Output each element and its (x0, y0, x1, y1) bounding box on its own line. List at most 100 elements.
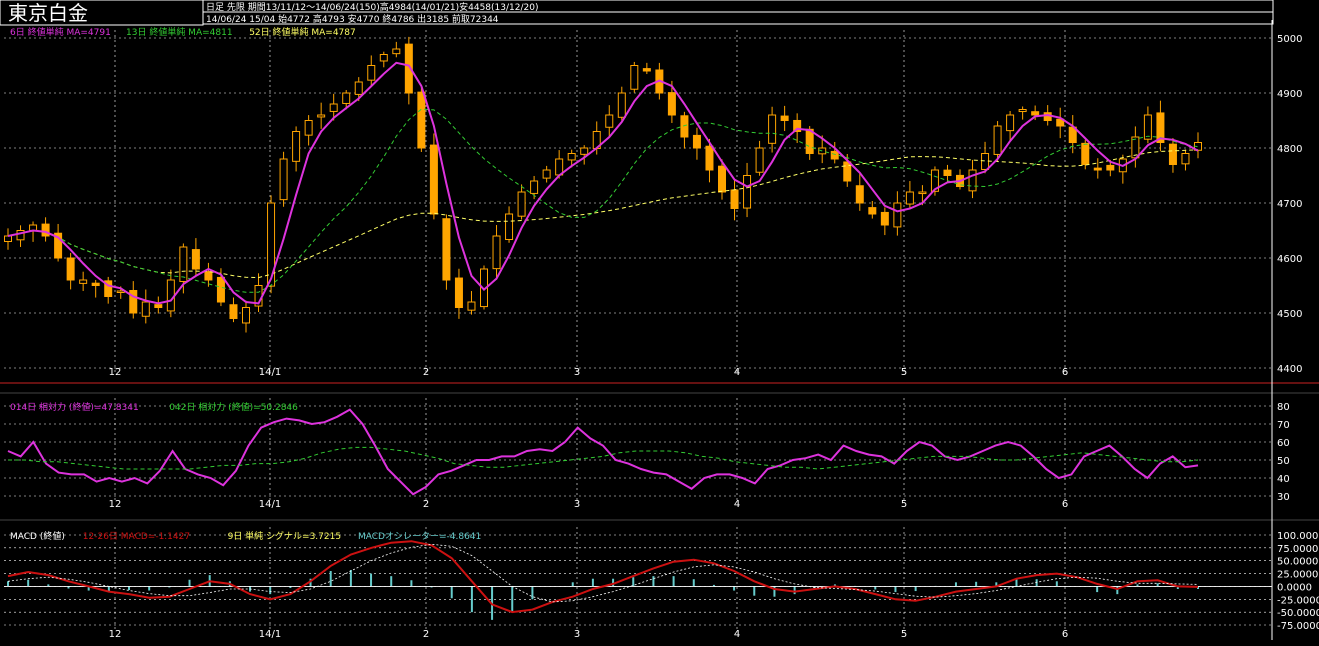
candle-body (1081, 142, 1090, 166)
x-tick-label: 4 (734, 499, 740, 510)
macd-line (7, 540, 1199, 614)
candle-body (66, 257, 75, 281)
candle-body (542, 169, 551, 179)
candle-body (417, 91, 426, 149)
price-panel (4, 36, 1202, 333)
candle-body (730, 189, 739, 210)
candle-body (41, 223, 50, 237)
candle-body (216, 276, 225, 303)
rsi-panel (7, 408, 1199, 496)
candle-body (1006, 114, 1015, 132)
candle-body (617, 92, 626, 118)
candle-body (805, 128, 814, 154)
candle-body (968, 169, 977, 192)
candle-body (905, 191, 914, 205)
legend-entry: 13日 終値単純 MA=4811 (126, 26, 233, 38)
candle-body (517, 191, 526, 217)
legend-entry: 12-26日 MACD=-1.1427 (83, 531, 190, 542)
y-tick-label: -75.0000 (1277, 621, 1319, 632)
candle-body (705, 145, 714, 171)
candle-body (79, 279, 88, 284)
candle-body (492, 235, 501, 270)
legend-entry: MACDオシレーター=-4.8641 (358, 531, 481, 542)
y-tick-label: 60 (1277, 438, 1290, 449)
candle-body (91, 282, 100, 287)
legend-entry: 52日 終値単純 MA=4787 (249, 26, 356, 38)
legend-entry: MACD (終値) (10, 530, 65, 542)
x-tick-label: 14/1 (259, 499, 281, 510)
legend-entry: 6日 終値単純 MA=4791 (10, 26, 111, 38)
x-tick-label: 3 (574, 629, 580, 640)
x-tick-label: 2 (423, 499, 429, 510)
candle-body (830, 150, 839, 160)
y-tick-label: 25.0000 (1277, 570, 1318, 581)
y-tick-label: -50.0000 (1277, 608, 1319, 619)
candle-body (166, 279, 175, 312)
candle-body (743, 175, 752, 209)
candle-body (642, 68, 651, 72)
x-tick-label: 14/1 (259, 367, 281, 378)
candle-body (993, 125, 1002, 155)
candle-body (880, 211, 889, 226)
candle-body (204, 271, 213, 281)
y-tick-label: 30 (1277, 492, 1290, 503)
candle-body (1043, 112, 1052, 122)
candle-body (429, 144, 438, 215)
candle-body (1056, 118, 1065, 127)
candle-body (154, 304, 163, 308)
candle-body (342, 92, 351, 104)
y-tick-label: 70 (1277, 420, 1290, 431)
candle-body (855, 185, 864, 204)
y-tick-label: 4900 (1277, 89, 1302, 100)
candle-body (692, 134, 701, 149)
y-tick-label: 75.0000 (1277, 544, 1318, 555)
y-tick-label: 40 (1277, 474, 1290, 485)
candle-body (780, 115, 789, 122)
candle-body (605, 114, 614, 128)
candle-body (292, 131, 301, 162)
candle-body (16, 230, 25, 241)
x-tick-label: 3 (574, 367, 580, 378)
legends: 6日 終値単純 MA=4791 13日 終値単純 MA=4811 52日 終値単純 … (10, 26, 481, 542)
x-tick-label: 5 (901, 629, 907, 640)
x-tick-label: 6 (1062, 499, 1068, 510)
candle-body (943, 169, 952, 177)
y-tick-label: 100.0000 (1277, 531, 1319, 542)
header-quote-box (202, 11, 1274, 25)
y-tick-label: 50.0000 (1277, 557, 1318, 568)
x-tick-label: 5 (901, 499, 907, 510)
candle-body (317, 114, 326, 118)
candle-body (1181, 153, 1190, 165)
candle-body (104, 280, 113, 297)
candle-body (793, 119, 802, 133)
candle-body (242, 307, 250, 324)
candle-body (1106, 164, 1115, 171)
y-tick-label: 4600 (1277, 254, 1302, 265)
ma6-line (7, 61, 1199, 305)
x-tick-label: 2 (423, 367, 429, 378)
y-tick-label: 5000 (1277, 34, 1302, 45)
y-tick-label: 4800 (1277, 144, 1302, 155)
x-tick-label: 14/1 (259, 629, 281, 640)
candle-body (918, 191, 927, 195)
candle-body (868, 207, 877, 215)
candle-body (4, 235, 12, 242)
candle-body (367, 65, 376, 81)
candle-body (129, 290, 138, 314)
legend-entry: 9日 単純 シグナル=3.7215 (228, 530, 341, 542)
candle-body (718, 165, 726, 193)
y-tick-label: 80 (1277, 402, 1290, 413)
candle-body (1031, 111, 1040, 116)
x-tick-label: 3 (574, 499, 580, 510)
candle-body (141, 301, 150, 317)
candle-body (843, 161, 852, 182)
x-tick-label: 12 (109, 367, 122, 378)
candle-body (354, 81, 363, 95)
grid-layer (0, 20, 1319, 640)
x-tick-label: 5 (901, 367, 907, 378)
y-tick-label: 50 (1277, 456, 1290, 467)
header-quote-info: 14/06/24 15/04 始4772 高4793 安4770 終4786 出… (206, 13, 499, 25)
candle-body (179, 246, 188, 282)
chart-title: 東京白金 (8, 1, 88, 25)
